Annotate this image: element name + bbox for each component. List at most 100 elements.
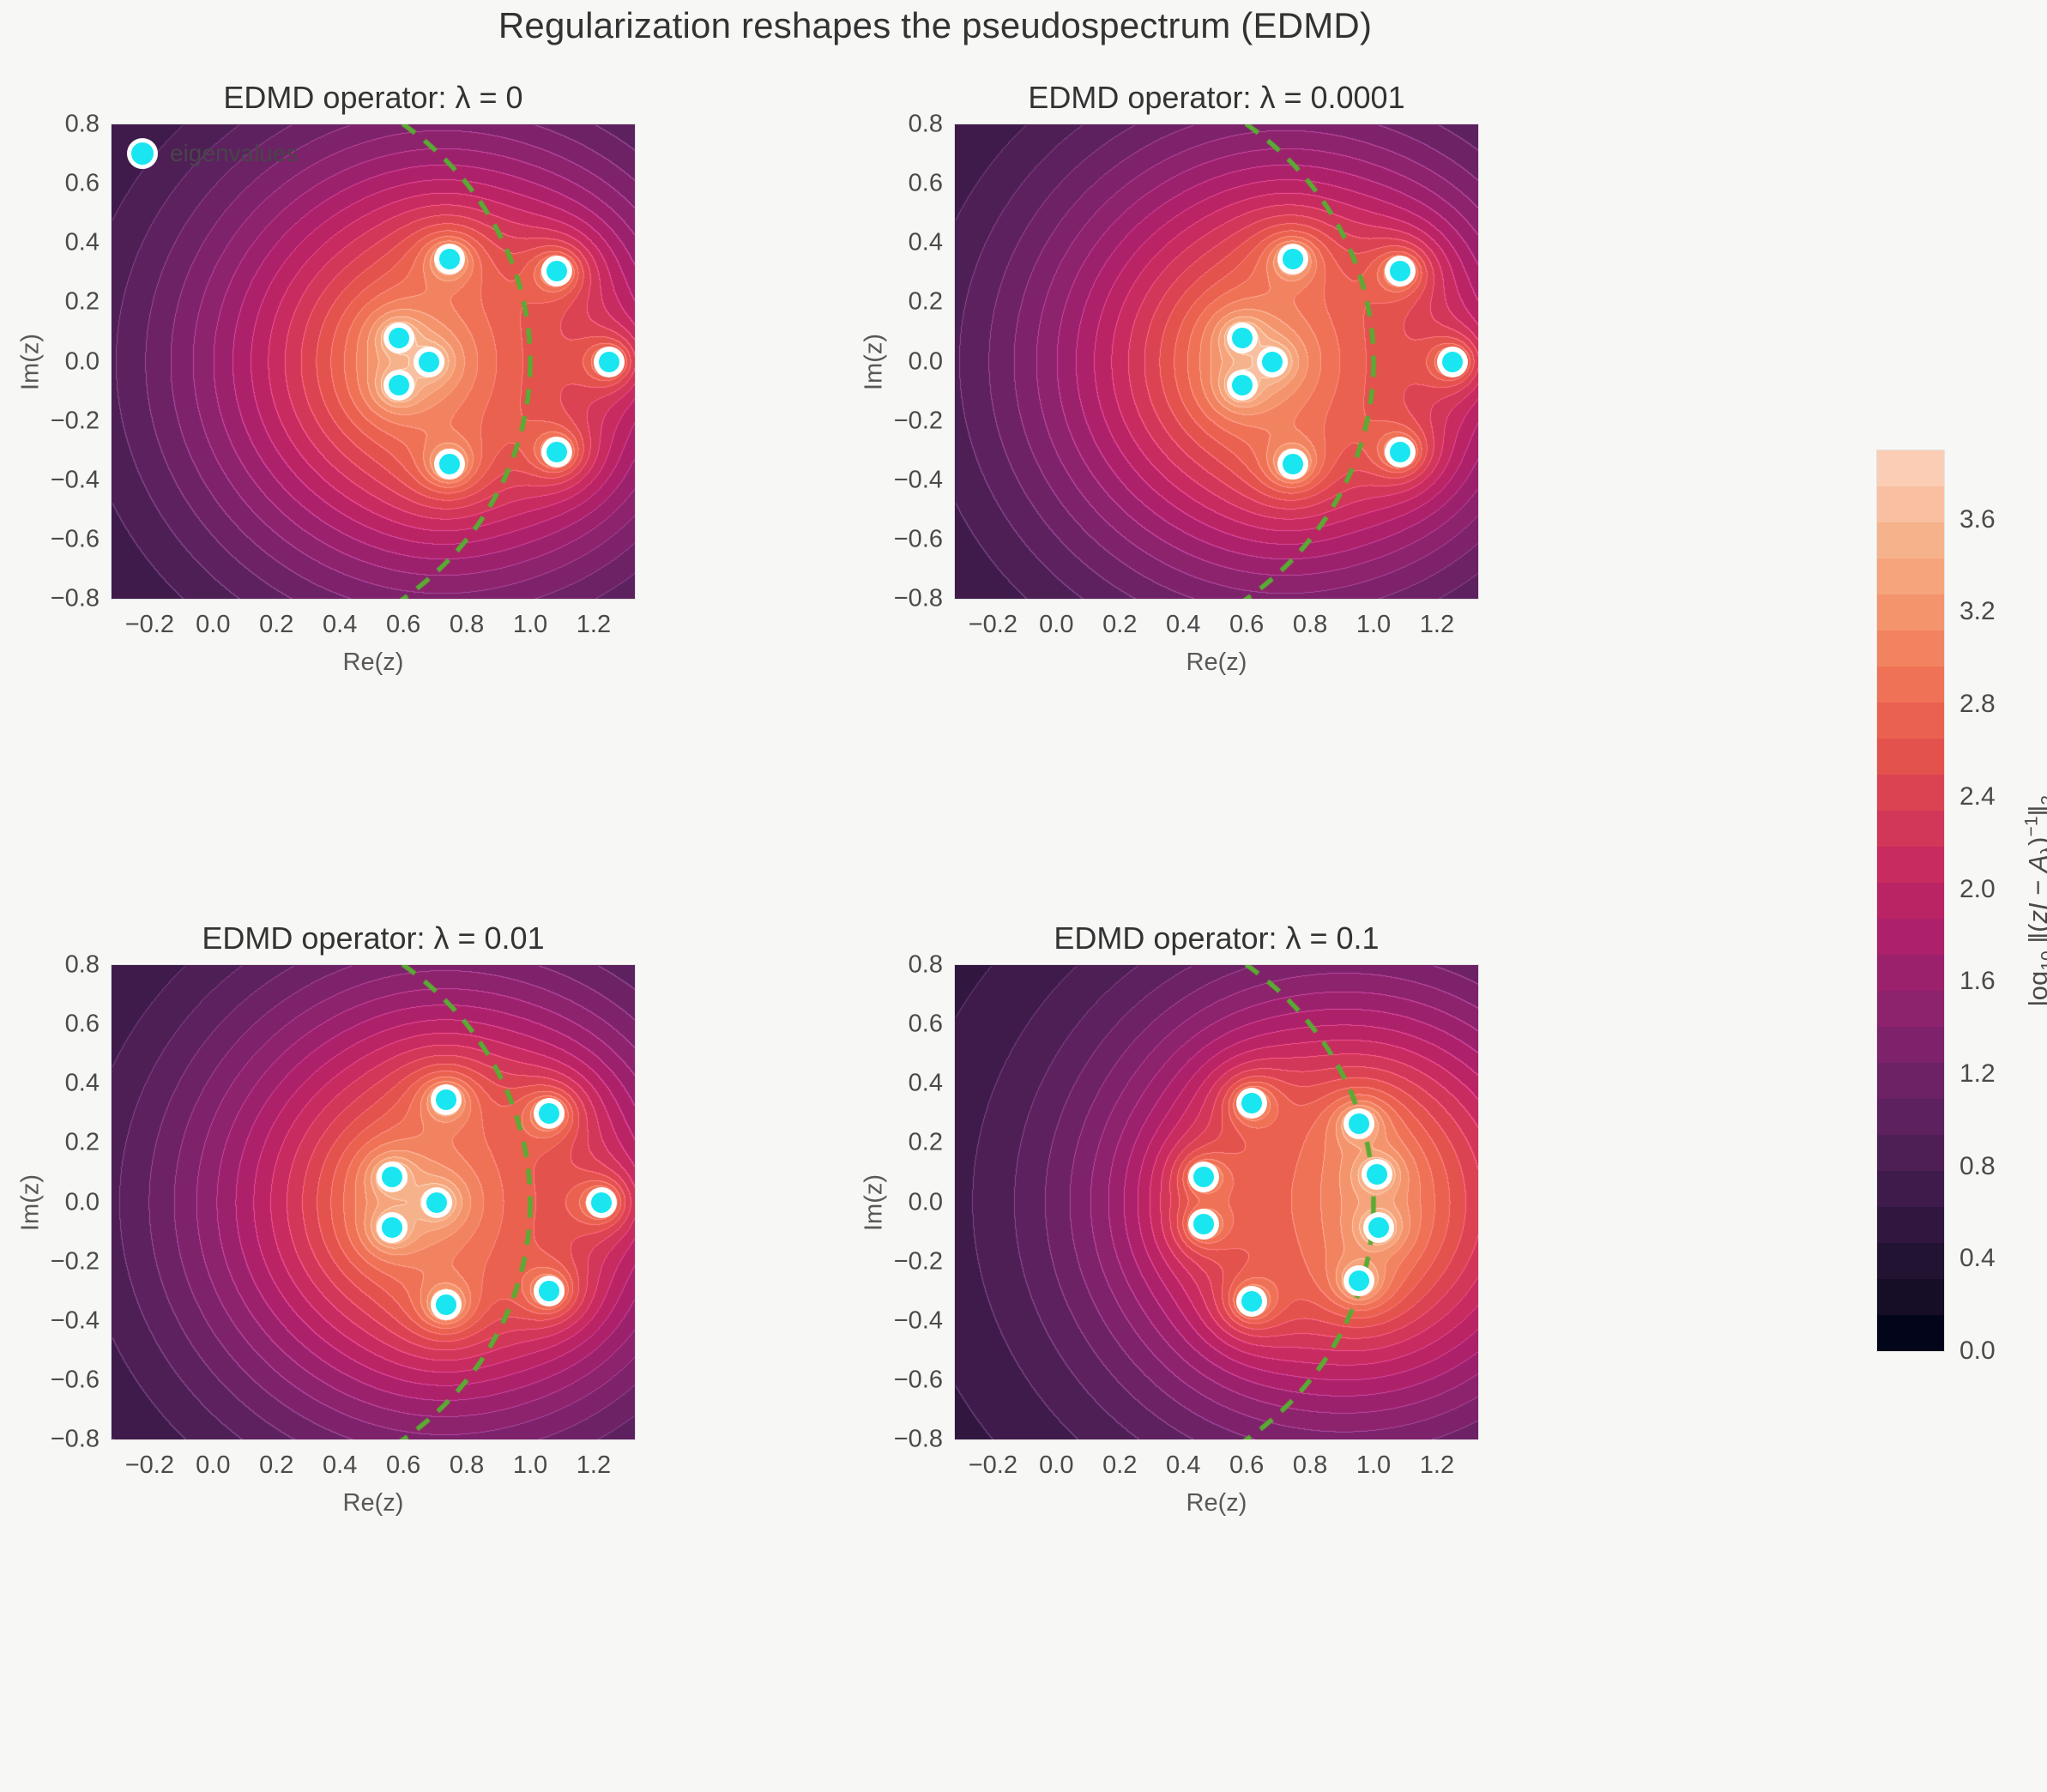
eigenvalue-marker <box>436 1294 457 1315</box>
colorbar-segment <box>1877 991 1944 1027</box>
y-axis-tick-label: −0.4 <box>893 1306 943 1335</box>
colorbar-segment <box>1877 667 1944 703</box>
y-axis-tick-label: −0.6 <box>50 1366 100 1394</box>
y-axis-tick-label: 0.8 <box>908 110 943 138</box>
x-axis-tick-label: 0.2 <box>1102 611 1138 638</box>
x-axis-tick-label: 0.6 <box>385 1451 421 1479</box>
subplot-1: EDMD operator: λ = 0.0001 0.8 0.6 0.4 0.2 0.0… <box>860 80 1478 676</box>
x-axis-tick-label: 0.6 <box>1229 611 1265 638</box>
colorbar-segment <box>1877 811 1944 847</box>
eigenvalue-marker <box>546 261 568 282</box>
legend: eigenvalues <box>124 135 306 172</box>
subplot-3: EDMD operator: λ = 0.1 0.8 0.6 0.4 0.2 0.0 −0.… <box>860 920 1478 1517</box>
eigenvalue-marker <box>1390 441 1411 462</box>
y-axis-tick-label: −0.8 <box>893 1425 943 1453</box>
x-axis-tick-label: 1.0 <box>512 611 548 638</box>
x-axis-tick-label: 1.0 <box>1356 611 1392 638</box>
y-axis-tick-label: 0.4 <box>908 228 943 256</box>
eigenvalue-marker <box>591 1192 613 1213</box>
colorbar-segment <box>1877 847 1944 883</box>
colorbar-gradient <box>1877 450 1944 1351</box>
colorbar-segment <box>1877 955 1944 991</box>
subplot-0: EDMD operator: λ = 0 eigenvalues 0.8 0.6 0.4… <box>17 80 635 676</box>
x-axis-tick-label: 0.0 <box>196 611 231 638</box>
pseudospectrum-contour <box>112 124 635 599</box>
colorbar-segment <box>1877 1063 1944 1099</box>
colorbar-tick-label: 2.4 <box>1959 781 1996 811</box>
y-axis-tick-label: −0.6 <box>893 525 943 553</box>
y-axis-tick-label: −0.2 <box>50 407 100 435</box>
y-axis-tick-label: 0.2 <box>908 287 943 316</box>
colorbar-segment <box>1877 594 1944 631</box>
eigenvalue-marker <box>539 1281 560 1302</box>
x-axis-tick-label: 0.2 <box>1102 1451 1138 1479</box>
colorbar-segment <box>1877 1171 1944 1207</box>
y-axis-tick-label: 0.6 <box>64 169 100 197</box>
colorbar-segment <box>1877 450 1944 486</box>
subplot-2: EDMD operator: λ = 0.01 0.8 0.6 0.4 0.2 0.0 −0… <box>17 920 635 1517</box>
y-axis-tick-label: 0.0 <box>908 1188 943 1216</box>
y-axis-tick-label: 0.6 <box>908 1010 943 1038</box>
colorbar-tick-label: 2.0 <box>1959 874 1996 903</box>
colorbar-segment <box>1877 919 1944 955</box>
colorbar-segment <box>1877 522 1944 558</box>
y-axis-tick-label: 0.2 <box>64 287 100 316</box>
y-axis-label: Im(z) <box>16 333 45 390</box>
y-axis-tick-label: 0.6 <box>908 169 943 197</box>
y-axis-tick-label: 0.4 <box>64 228 100 256</box>
colorbar-tick-label: 3.6 <box>1959 504 1996 534</box>
y-axis-tick-label: 0.8 <box>64 110 100 138</box>
plot-area <box>955 124 1478 599</box>
subplot-title: EDMD operator: λ = 0.01 <box>202 920 545 956</box>
colorbar-segment <box>1877 1207 1944 1243</box>
y-axis-label: Im(z) <box>16 1174 45 1231</box>
eigenvalue-marker <box>438 249 460 270</box>
colorbar-segment <box>1877 1027 1944 1063</box>
eigenvalue-marker <box>388 327 409 348</box>
subplot-title: EDMD operator: λ = 0 <box>223 80 523 115</box>
colorbar-tick-label: 3.2 <box>1959 597 1996 626</box>
eigenvalue-marker <box>388 375 409 396</box>
y-axis-tick-label: 0.4 <box>908 1069 943 1097</box>
colorbar-segment <box>1877 1315 1944 1351</box>
eigenvalue-marker <box>539 1102 560 1124</box>
y-axis-tick-label: 0.0 <box>64 1188 100 1216</box>
colorbar-tick-label: 0.8 <box>1959 1151 1996 1180</box>
x-axis-tick-label: 0.2 <box>259 611 294 638</box>
eigenvalue-marker <box>436 1089 457 1111</box>
x-axis-tick-label: 0.8 <box>449 611 485 638</box>
colorbar-tick-label: 0.4 <box>1959 1244 1996 1273</box>
colorbar-segment <box>1877 703 1944 739</box>
eigenvalue-marker <box>1349 1113 1370 1134</box>
y-axis-tick-label: 0.2 <box>908 1128 943 1156</box>
plot-area: eigenvalues <box>112 124 635 599</box>
pseudospectrum-contour <box>955 965 1478 1439</box>
eigenvalue-marker <box>438 453 460 474</box>
colorbar-segment <box>1877 631 1944 667</box>
x-axis-tick-label: 0.6 <box>385 611 421 638</box>
y-axis-tick-label: 0.8 <box>64 950 100 979</box>
y-axis-tick-label: −0.2 <box>50 1247 100 1276</box>
eigenvalue-marker <box>1193 1214 1215 1235</box>
colorbar-tick-label: 0.0 <box>1959 1336 1996 1365</box>
x-axis-tick-label: −0.2 <box>968 611 1017 638</box>
eigenvalue-marker <box>1282 249 1303 270</box>
y-axis-label: Im(z) <box>860 333 888 390</box>
y-axis-tick-label: 0.8 <box>908 950 943 979</box>
eigenvalue-marker <box>1349 1270 1370 1292</box>
eigenvalue-marker <box>1231 327 1253 348</box>
x-axis-tick-label: 0.8 <box>1292 611 1328 638</box>
page-title: Regularization reshapes the pseudospectr… <box>498 5 1373 45</box>
x-axis-label: Re(z) <box>1186 1489 1247 1517</box>
colorbar-segment <box>1877 1099 1944 1135</box>
plot-area <box>955 965 1478 1439</box>
y-axis-tick-label: −0.2 <box>893 1247 943 1276</box>
x-axis-tick-label: 1.2 <box>1419 1451 1455 1479</box>
y-axis-tick-label: −0.6 <box>893 1366 943 1394</box>
colorbar-axis-label: log10 ‖(zI − Aλ)−1‖2 <box>2021 795 2047 1007</box>
eigenvalue-marker <box>1368 1216 1389 1238</box>
y-axis-tick-label: −0.6 <box>50 525 100 553</box>
legend-marker-icon <box>127 138 158 169</box>
y-axis-tick-label: −0.2 <box>893 407 943 435</box>
eigenvalue-marker <box>382 1167 403 1188</box>
